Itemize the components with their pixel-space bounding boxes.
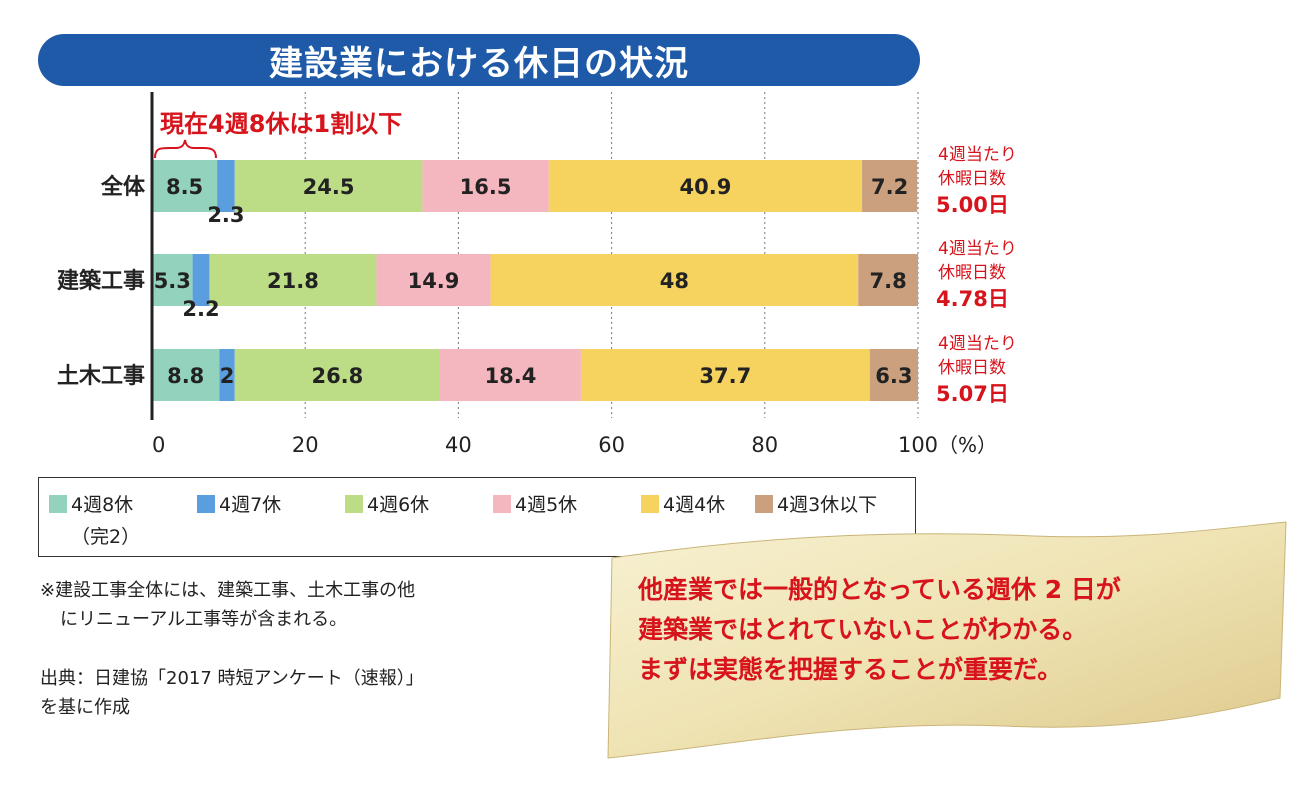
x-tick-label-40: 40: [445, 433, 472, 457]
side-note-value-1: 4.78日: [936, 287, 1009, 311]
legend-item-2: 4週6休: [345, 490, 429, 517]
bar-1-4: [490, 254, 859, 306]
side-note-line2-2: 休暇日数: [938, 358, 1006, 378]
source-line-1: 出典：日建協「2017 時短アンケート（速報）」: [40, 668, 424, 689]
data-label-1-1: 2.2: [182, 297, 219, 321]
data-label-2-1: 2: [220, 364, 235, 388]
banner-line-1: 他産業では一般的となっている週休 2 日が: [638, 575, 1121, 604]
data-label-1-4: 48: [660, 269, 689, 293]
x-tick-label-20: 20: [292, 433, 319, 457]
data-label-0-5: 7.2: [871, 175, 908, 199]
footnote-line-2: にリニューアル工事等が含まれる。: [60, 609, 348, 630]
bar-2-3: [440, 349, 581, 401]
legend-swatch-4: [641, 494, 659, 513]
bar-0-2: [234, 160, 423, 212]
data-label-0-0: 8.5: [166, 175, 203, 199]
bar-0-0: [152, 160, 218, 212]
legend-label-3: 4週5休: [515, 494, 578, 516]
legend-label-0: 4週8休: [71, 494, 134, 516]
bar-2-5: [869, 349, 918, 401]
banner-scroll: [607, 521, 1287, 759]
bar-1-3: [376, 254, 491, 306]
source-line-2: を基に作成: [40, 697, 130, 718]
legend-item-5: 4週3休以下: [755, 490, 877, 517]
legend-swatch-1: [197, 494, 215, 513]
data-label-2-3: 18.4: [485, 364, 537, 388]
bar-0-1: [217, 160, 235, 212]
source-note: 出典：日建協「2017 時短アンケート（速報）」 を基に作成: [40, 664, 424, 722]
banner-line-3: まずは実態を把握することが重要だ。: [638, 655, 1063, 684]
bar-0-5: [862, 160, 918, 212]
bar-1-0: [152, 254, 193, 306]
data-label-0-2: 24.5: [303, 175, 355, 199]
banner-line-2: 建築業ではとれていないことがわかる。: [638, 615, 1088, 644]
x-tick-label-60: 60: [598, 433, 625, 457]
legend-swatch-3: [493, 494, 511, 513]
category-label-1: 建築工事: [57, 268, 145, 294]
footnote: ※建設工事全体には、建築工事、土木工事の他 にリニューアル工事等が含まれる。: [40, 576, 415, 634]
data-label-0-1: 2.3: [207, 203, 244, 227]
side-note-value-0: 5.00日: [936, 193, 1009, 217]
side-note-line1-1: 4週当たり: [938, 239, 1017, 259]
legend-label-2: 4週6休: [367, 494, 430, 516]
side-note-line1-2: 4週当たり: [938, 334, 1017, 354]
category-label-2: 土木工事: [57, 363, 145, 389]
x-tick-label-80: 80: [751, 433, 778, 457]
bar-1-1: [192, 254, 210, 306]
side-note-line2-1: 休暇日数: [938, 263, 1006, 283]
banner-message: 他産業では一般的となっている週休 2 日が 建築業ではとれていないことがわかる。…: [638, 570, 1278, 690]
legend-swatch-2: [345, 494, 363, 513]
data-label-2-2: 26.8: [311, 364, 363, 388]
legend-label-1: 4週7休: [219, 494, 282, 516]
bar-1-2: [209, 254, 377, 306]
x-axis-unit: （%）: [938, 433, 997, 457]
data-label-2-0: 8.8: [167, 364, 204, 388]
x-tick-label-0: 0: [152, 433, 165, 457]
data-label-2-5: 6.3: [875, 364, 912, 388]
legend-label-5: 4週3休以下: [777, 494, 878, 516]
legend: 4週8休 （完2） 4週7休 4週6休 4週5休 4週4休 4週3休以下: [38, 477, 916, 557]
data-label-0-3: 16.5: [460, 175, 512, 199]
bar-2-0: [152, 349, 220, 401]
side-note-line1-0: 4週当たり: [938, 145, 1017, 165]
data-label-1-2: 21.8: [267, 269, 319, 293]
legend-item-0: 4週8休: [49, 490, 133, 517]
data-label-2-4: 37.7: [699, 364, 751, 388]
side-note-line2-0: 休暇日数: [938, 169, 1006, 189]
side-note-value-2: 5.07日: [936, 382, 1009, 406]
category-label-0: 全体: [100, 174, 146, 200]
annotation-text: 現在4週8休は1割以下: [160, 110, 402, 138]
bar-0-4: [548, 160, 863, 212]
legend-item-3: 4週5休: [493, 490, 577, 517]
legend-sub-label: （完2）: [71, 526, 141, 548]
legend-item-4: 4週4休: [641, 490, 725, 517]
bar-2-1: [219, 349, 235, 401]
data-label-1-3: 14.9: [408, 269, 460, 293]
bar-0-3: [422, 160, 549, 212]
x-tick-label-100: 100: [898, 433, 938, 457]
legend-label-4: 4週4休: [663, 494, 726, 516]
annotation-brace: [154, 139, 217, 159]
data-label-1-5: 7.8: [870, 269, 907, 293]
legend-swatch-0: [49, 494, 67, 513]
bar-2-2: [234, 349, 441, 401]
data-label-0-4: 40.9: [680, 175, 732, 199]
bar-1-5: [858, 254, 918, 306]
footnote-line-1: ※建設工事全体には、建築工事、土木工事の他: [40, 580, 416, 601]
chart-title: 建設業における休日の状況: [38, 34, 920, 86]
legend-item-1: 4週7休: [197, 490, 281, 517]
bar-2-4: [580, 349, 870, 401]
data-label-1-0: 5.3: [154, 269, 191, 293]
legend-swatch-5: [755, 494, 773, 513]
